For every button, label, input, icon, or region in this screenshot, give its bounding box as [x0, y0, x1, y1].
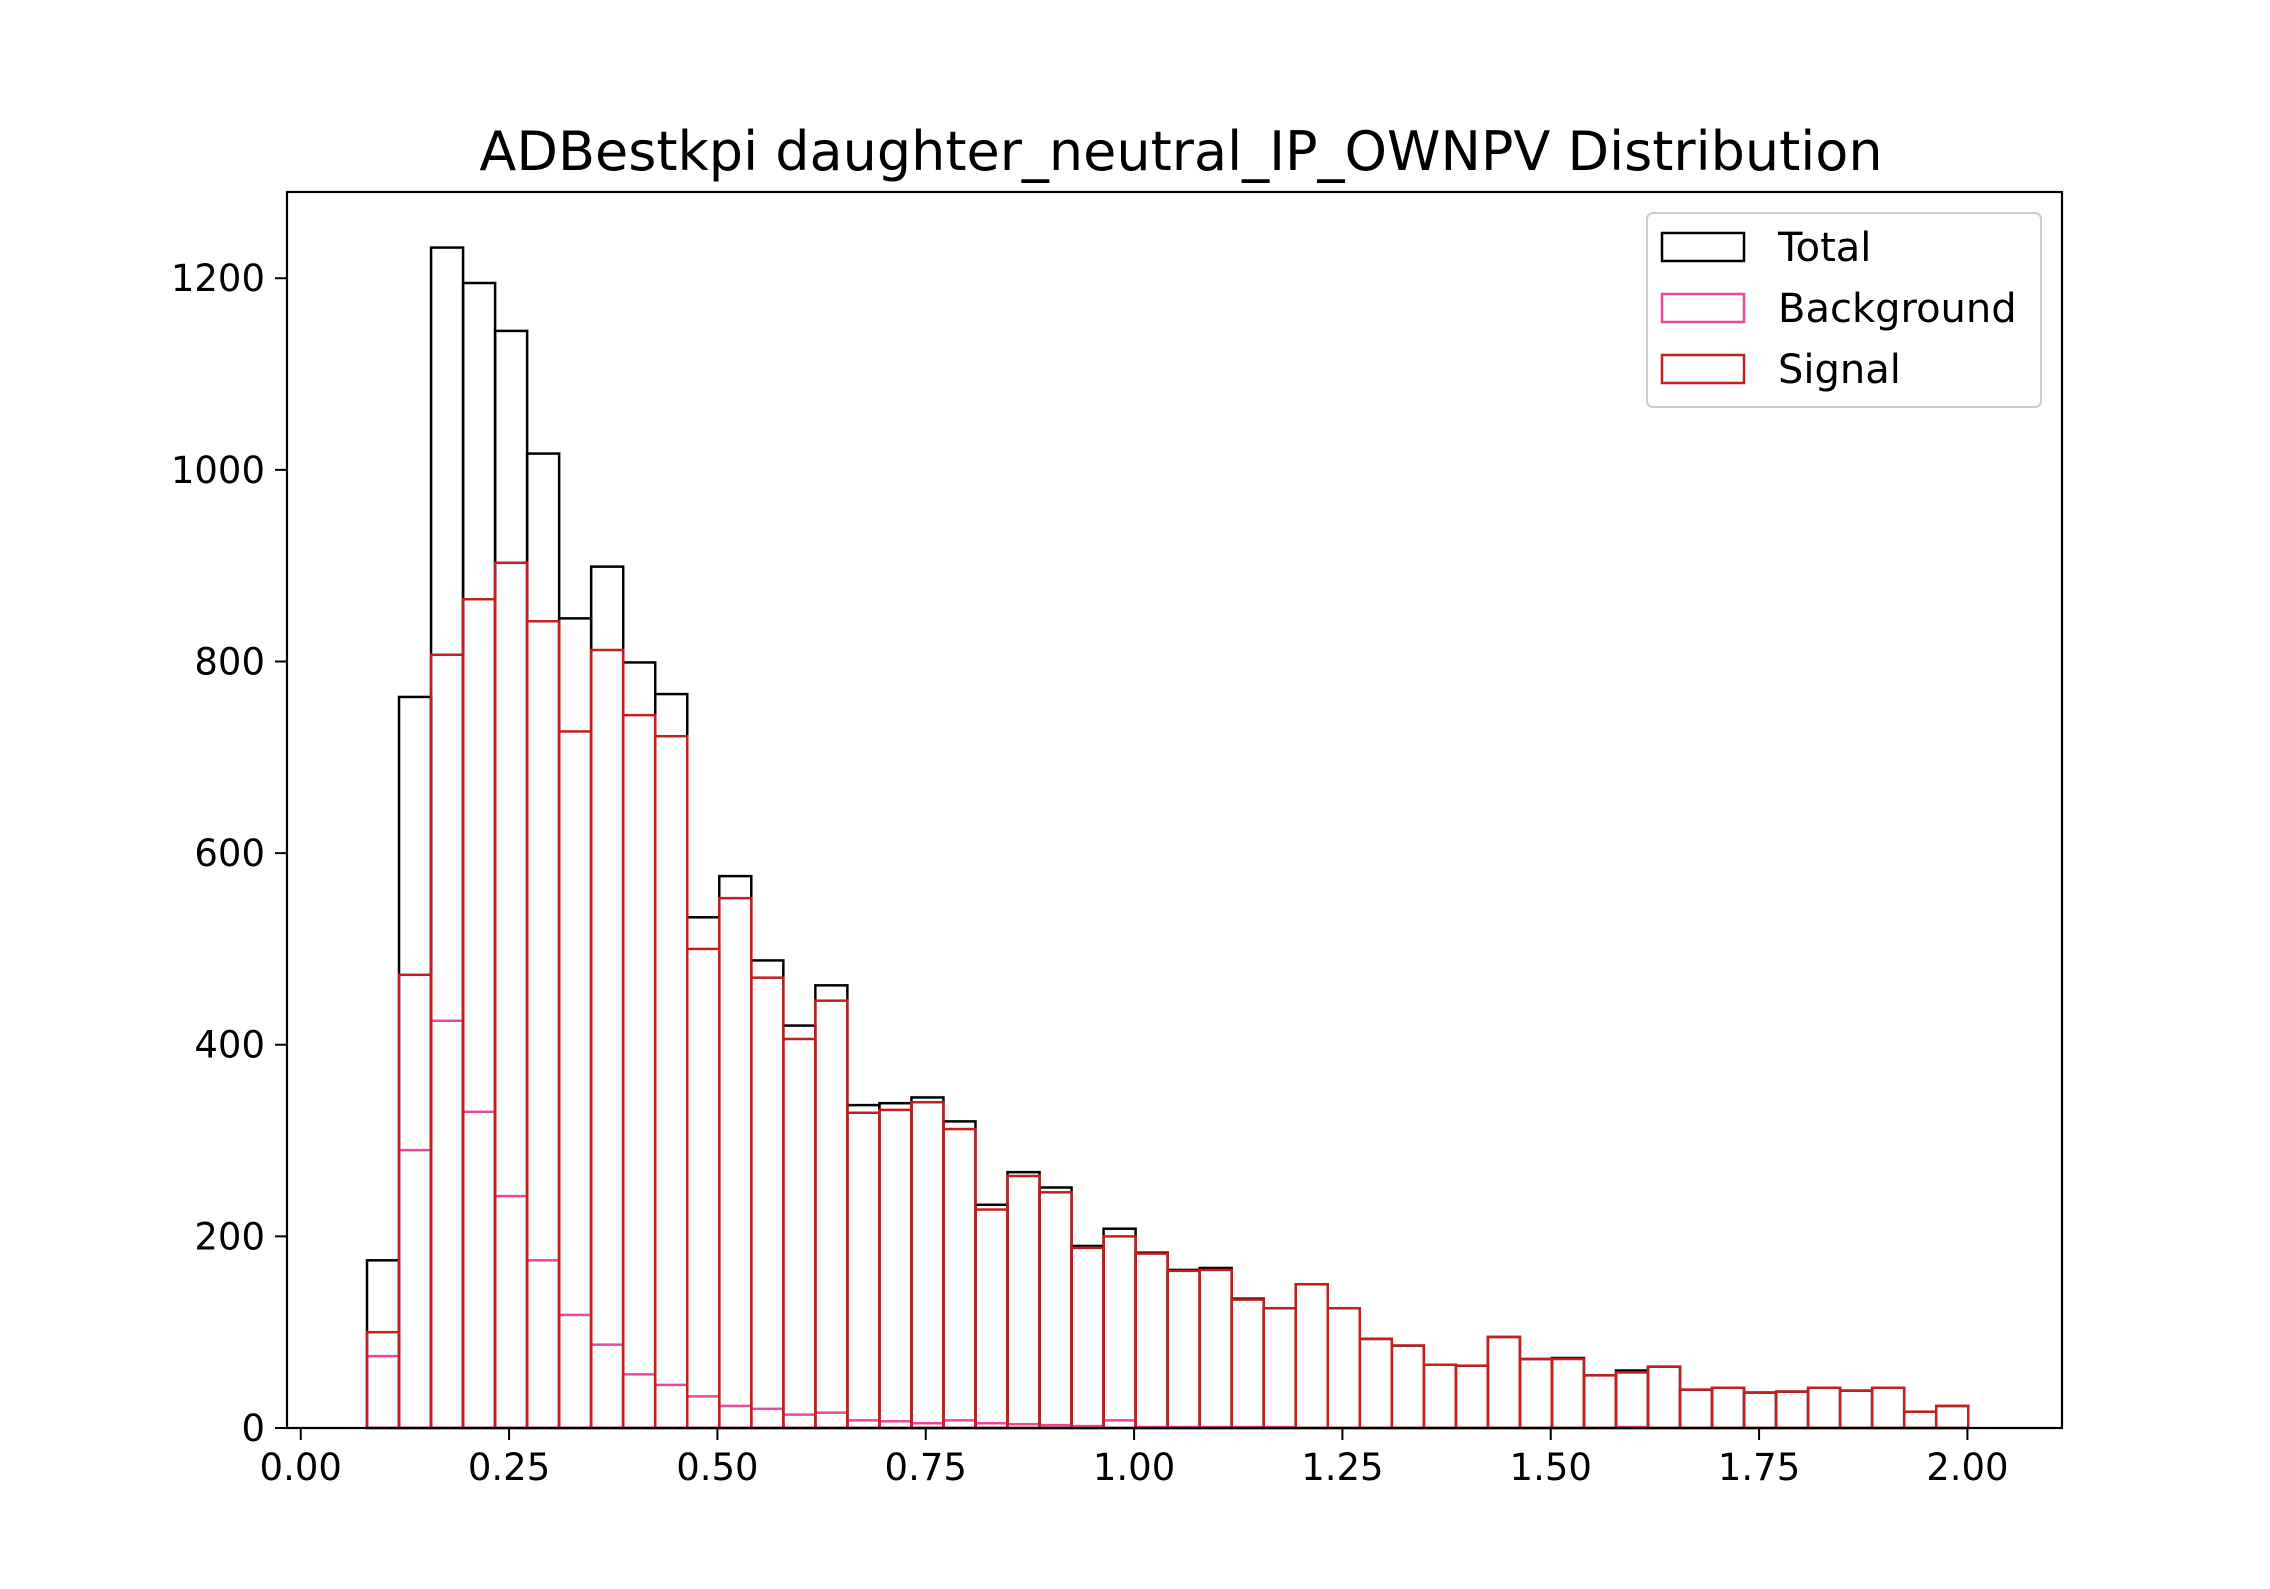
- x-tick-label: 1.25: [1301, 1446, 1383, 1489]
- x-tick-label: 2.00: [1926, 1446, 2008, 1489]
- y-tick-label: 1200: [171, 257, 265, 300]
- series-signal: [365, 561, 1970, 1430]
- legend-frame: [1646, 212, 2042, 408]
- y-axis: 0 200 400 600 800 1000 1200: [171, 257, 287, 1450]
- y-tick-label: 400: [194, 1024, 265, 1067]
- y-tick-label: 0: [241, 1407, 265, 1450]
- y-tick-label: 200: [194, 1215, 265, 1258]
- plot-frame: [285, 190, 2064, 1430]
- x-tick-label: 0.75: [885, 1446, 967, 1489]
- legend-label-signal: Signal: [1778, 347, 1901, 393]
- x-tick-label: 1.00: [1093, 1446, 1175, 1489]
- y-tick-label: 800: [194, 640, 265, 683]
- x-tick-label: 0.50: [676, 1446, 758, 1489]
- legend-label-background: Background: [1778, 286, 2017, 332]
- chart-title: ADBestkpi daughter_neutral_IP_OWNPV Dist…: [479, 120, 1882, 183]
- legend-swatch-background: [1660, 292, 1746, 324]
- legend: Total Background Signal: [1646, 212, 2042, 408]
- x-tick-label: 1.50: [1510, 1446, 1592, 1489]
- legend-swatch-signal: [1660, 353, 1746, 385]
- x-tick-label: 0.00: [260, 1446, 342, 1489]
- legend-label-total: Total: [1777, 225, 1871, 271]
- x-tick-label: 0.25: [468, 1446, 550, 1489]
- x-axis: 0.00 0.25 0.50 0.75 1.00 1.25 1.50 1.75 2.00: [260, 1428, 2009, 1489]
- legend-swatch-total: [1660, 231, 1746, 263]
- y-tick-label: 600: [194, 832, 265, 875]
- x-tick-label: 1.75: [1718, 1446, 1800, 1489]
- y-tick-label: 1000: [171, 449, 265, 492]
